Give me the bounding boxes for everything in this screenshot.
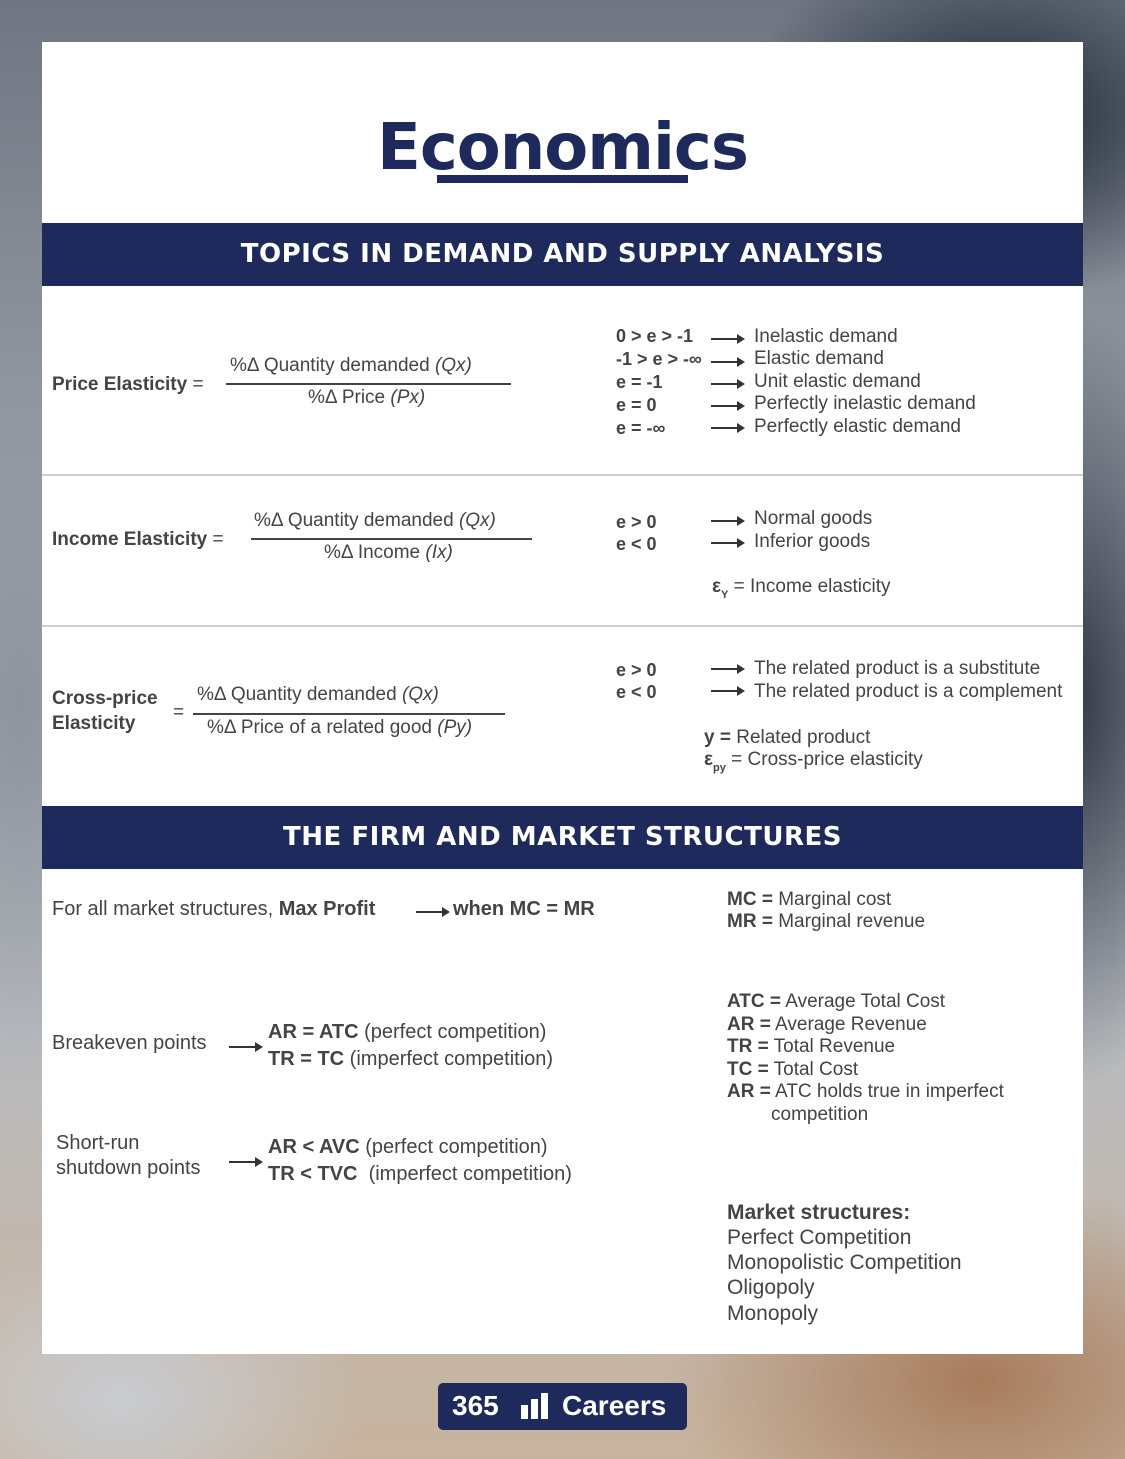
rule-condition: e = -1 [616,372,663,392]
shutdown-perfect: AR < AVC (perfect competition) [268,1136,548,1158]
logo-text-careers: Careers [562,1390,667,1421]
page-title: Economics [377,111,749,185]
definition-item: TC = Total Cost [727,1059,859,1080]
arrow-right-icon [711,333,745,345]
rule-condition: -1 > e > -∞ [616,349,702,369]
shutdown-imperfect: TR < TVC (imperfect competition) [268,1163,572,1185]
cross-elasticity-note-related: y = Related product [704,727,871,748]
market-structure-item: Oligopoly [727,1276,815,1299]
cross-elasticity-equals: = [173,702,185,723]
rule-condition: e > 0 [616,512,657,532]
logo-text-365: 365 [452,1390,499,1421]
rule-result: Inelastic demand [754,326,898,347]
shutdown-label-line1: Short-run [56,1132,140,1154]
rule-result: Elastic demand [754,348,884,369]
income-elasticity-note: εY = Income elasticity [712,576,891,601]
price-elasticity-label: Price Elasticity = [52,374,204,395]
rule-condition: 0 > e > -1 [616,326,694,346]
definition-item: MR = Marginal revenue [727,911,926,932]
arrow-right-icon [229,1156,263,1168]
max-profit-rule: For all market structures, Max Profit [52,898,376,920]
income-elasticity-numerator: %Δ Quantity demanded (Qx) [254,510,496,531]
title-underline [437,175,688,183]
rule-result: Perfectly elastic demand [754,416,961,437]
brand-logo: 365 Careers [438,1383,687,1430]
market-structure-item: Monopolistic Competition [727,1251,962,1274]
breakeven-imperfect: TR = TC (imperfect competition) [268,1048,554,1070]
breakeven-label: Breakeven points [52,1032,207,1054]
arrow-right-icon [711,400,745,412]
arrow-right-icon [416,906,450,918]
definition-item: AR = Average Revenue [727,1014,927,1035]
cross-elasticity-fraction-bar [193,713,505,715]
arrow-right-icon [711,422,745,434]
market-structure-item: Perfect Competition [727,1226,912,1249]
rule-result: The related product is a substitute [754,658,1041,679]
rule-result: The related product is a complement [754,681,1063,702]
section-header-firm: THE FIRM AND MARKET STRUCTURES [42,806,1083,869]
rule-result: Unit elastic demand [754,371,921,392]
breakeven-perfect: AR = ATC (perfect competition) [268,1021,547,1043]
income-elasticity-denominator: %Δ Income (Ix) [324,542,453,563]
arrow-right-icon [229,1041,263,1053]
definition-item: TR = Total Revenue [727,1036,896,1057]
market-structure-item: Monopoly [727,1302,819,1325]
income-elasticity-fraction-bar [251,538,532,540]
cross-elasticity-note-epsilon: εpy = Cross-price elasticity [704,749,923,774]
cross-elasticity-numerator: %Δ Quantity demanded (Qx) [197,684,439,705]
shutdown-label-line2: shutdown points [56,1157,201,1179]
income-elasticity-label: Income Elasticity = [52,529,224,550]
arrow-right-icon [711,537,745,549]
rule-condition: e = -∞ [616,418,666,438]
arrow-right-icon [711,356,745,368]
definition-item: MC = Marginal cost [727,889,892,910]
price-elasticity-numerator: %Δ Quantity demanded (Qx) [230,355,472,376]
arrow-right-icon [711,685,745,697]
definition-item-continuation: competition [771,1104,869,1125]
cross-elasticity-denominator: %Δ Price of a related good (Py) [207,717,473,738]
rule-condition: e = 0 [616,395,657,415]
arrow-right-icon [711,515,745,527]
rule-condition: e < 0 [616,682,657,702]
price-elasticity-denominator: %Δ Price (Px) [308,387,426,408]
arrow-right-icon [711,378,745,390]
rule-result: Inferior goods [754,531,871,552]
rule-condition: e < 0 [616,534,657,554]
definition-item: ATC = Average Total Cost [727,991,946,1012]
price-elasticity-fraction-bar [226,383,511,385]
market-structures-title: Market structures: [727,1201,911,1224]
definition-item: AR = ATC holds true in imperfect [727,1081,1004,1102]
section-header-demand: TOPICS IN DEMAND AND SUPPLY ANALYSIS [42,223,1083,286]
rule-result: Normal goods [754,508,873,529]
cheat-sheet-card: Economics TOPICS IN DEMAND AND SUPPLY AN… [42,42,1083,1354]
divider [42,474,1083,476]
cross-elasticity-label-line1: Cross-price [52,688,158,709]
arrow-right-icon [711,663,745,675]
max-profit-condition: when MC = MR [453,898,595,920]
rule-condition: e > 0 [616,660,657,680]
cross-elasticity-label-line2: Elasticity [52,713,136,734]
rule-result: Perfectly inelastic demand [754,393,976,414]
divider [42,625,1083,627]
bar-chart-icon [521,1393,553,1419]
